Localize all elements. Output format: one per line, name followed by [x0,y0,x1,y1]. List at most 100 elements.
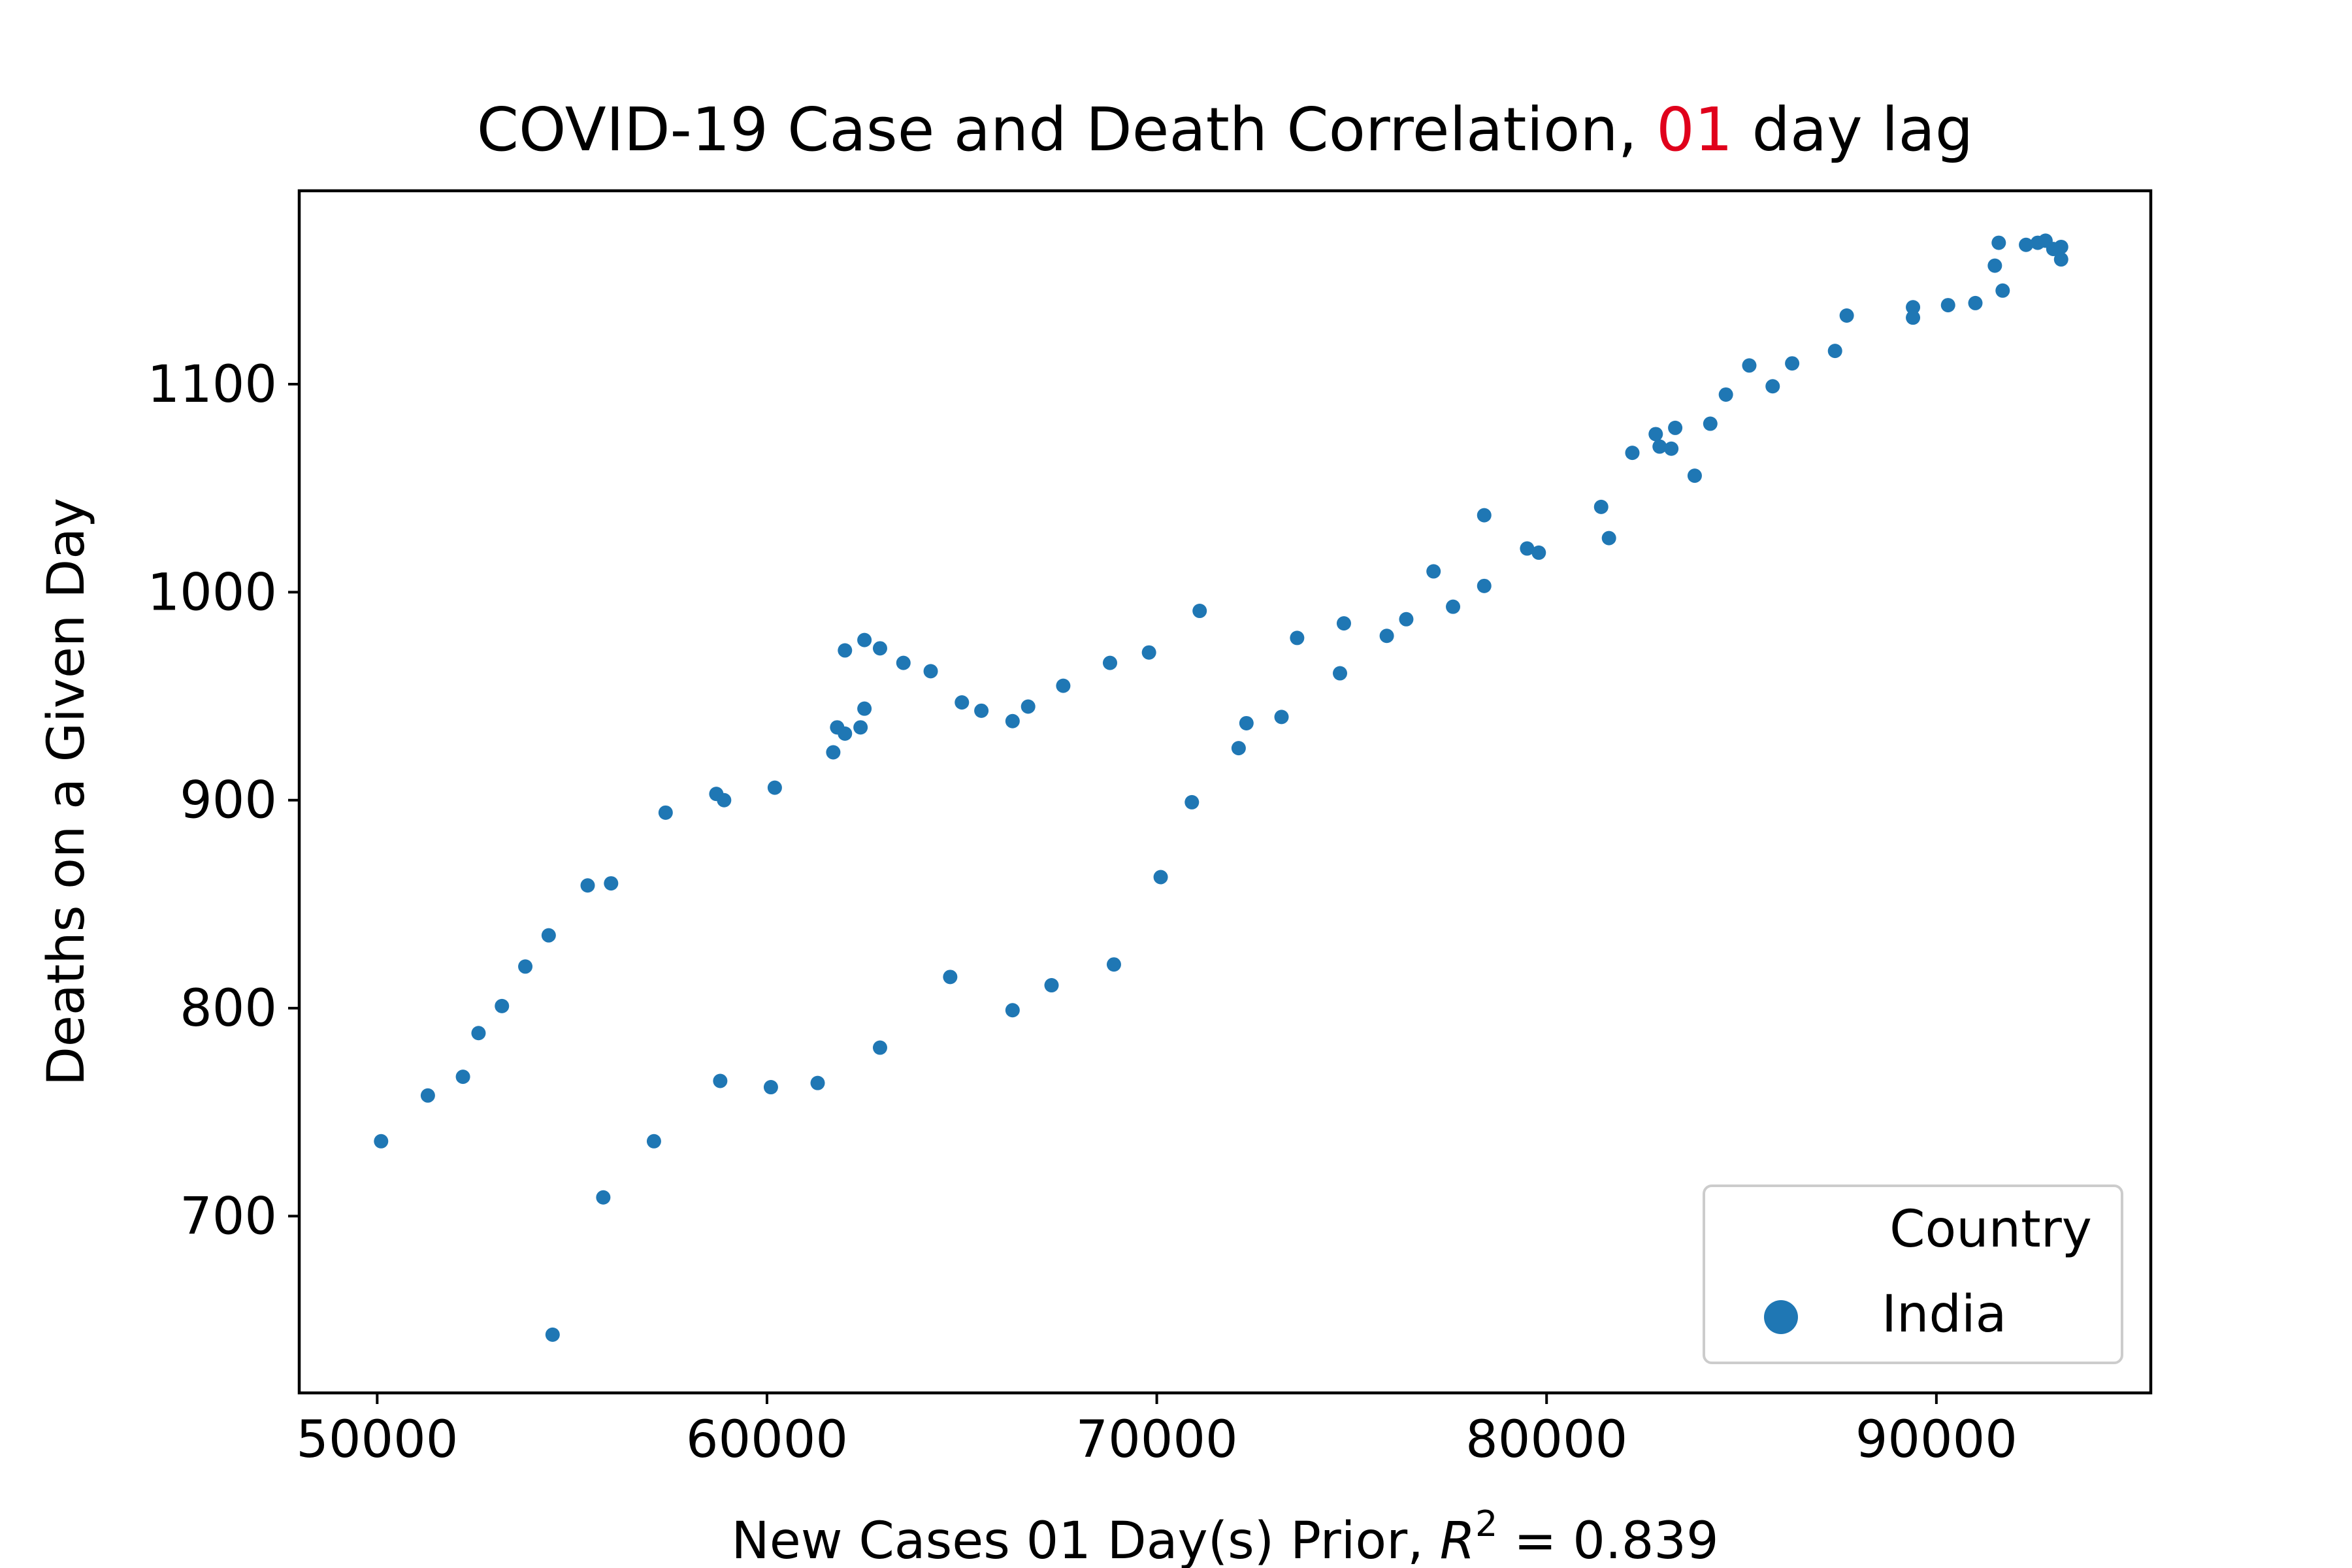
legend-label-india: India [1882,1285,2006,1344]
data-point-india [923,664,938,679]
data-point-india [1239,715,1254,730]
data-point-india [896,655,911,670]
data-point-india [763,1080,778,1095]
data-point-india [853,720,868,735]
data-point-india [1991,235,2006,250]
x-axis-label-prefix: New Cases 01 Day(s) Prior, [731,1512,1439,1568]
data-point-india [872,1040,887,1055]
data-point-india [1184,794,1200,809]
data-point-india [1742,358,1757,373]
data-point-india [1785,356,1800,371]
data-point-india [1839,308,1854,323]
data-point-india [826,745,841,760]
data-point-india [1765,379,1780,394]
data-point-india [1477,508,1492,523]
data-point-india [1520,541,1535,556]
plot-area [374,233,2068,1342]
data-point-india [495,998,510,1013]
x-tick-label: 60000 [686,1411,848,1469]
data-point-india [2053,239,2068,254]
x-axis-label-exponent: 2 [1475,1503,1497,1544]
data-point-india [1652,439,1667,454]
data-point-india [974,703,989,718]
data-point-india [658,805,673,820]
legend: Country India [1703,1184,2123,1364]
data-point-india [646,1134,661,1149]
x-axis: 50000 60000 70000 80000 90000 [296,1393,2017,1469]
data-point-india [596,1190,611,1205]
data-point-india [872,641,887,656]
data-point-india [1102,655,1117,670]
data-point-india [1005,1003,1020,1018]
data-point-india [420,1088,435,1103]
data-point-india [1703,416,1718,431]
y-axis-label: Deaths on a Given Day [37,498,96,1086]
data-point-india [838,726,853,741]
data-point-india [1593,499,1609,514]
data-point-india [1968,295,1983,310]
data-point-india [1906,300,1921,315]
data-point-india [1005,713,1020,728]
y-tick-label: 900 [180,772,277,830]
data-point-india [1399,612,1414,627]
data-point-india [1192,604,1207,619]
data-point-india [1056,678,1071,693]
data-point-india [943,970,958,985]
data-point-india [1906,310,1921,325]
plot-frame [297,189,2153,1395]
data-point-india [1336,616,1351,631]
data-point-india [1446,599,1461,614]
data-point-india [857,632,872,647]
data-point-india [1987,258,2002,273]
data-point-india [1477,578,1492,593]
chart-title-prefix: COVID-19 Case and Death Correlation, [477,95,1656,165]
data-point-india [604,876,619,891]
data-point-india [1379,629,1394,644]
chart-title-suffix: day lag [1733,95,1973,165]
data-point-india [1668,420,1683,435]
data-point-india [1625,446,1640,461]
data-point-india [518,959,533,974]
data-point-india [1687,468,1702,483]
data-point-india [1531,545,1546,560]
data-point-india [1290,630,1305,645]
legend-title: Country [1889,1200,2092,1259]
data-point-india [1664,441,1679,456]
data-point-india [545,1327,560,1342]
data-point-india [1231,741,1246,756]
legend-box [1703,1184,2123,1364]
data-point-india [580,878,595,893]
data-point-india [1940,298,1955,313]
data-point-india [1718,387,1733,402]
x-tick-label: 80000 [1465,1411,1627,1469]
y-tick-label: 800 [180,979,277,1038]
data-point-india [713,1073,728,1088]
chart-title: COVID-19 Case and Death Correlation, 01 … [477,95,1974,165]
data-point-india [1141,645,1156,660]
data-point-india [810,1075,825,1090]
data-point-india [1274,710,1289,725]
legend-marker-india [1764,1300,1798,1334]
y-tick-label: 1100 [147,355,277,414]
x-tick-label: 90000 [1855,1411,2017,1469]
data-point-india [471,1026,486,1041]
data-point-india [1106,957,1121,972]
data-point-india [374,1134,389,1149]
data-point-india [1648,427,1663,442]
data-point-india [1601,531,1616,546]
data-point-india [1044,978,1059,993]
y-axis: 700 800 900 1000 1100 [147,355,299,1246]
x-axis-label-suffix: = 0.839 [1497,1512,1718,1568]
data-point-india [955,695,970,710]
data-point-india [1021,699,1036,714]
x-tick-label: 70000 [1076,1411,1238,1469]
data-point-india [541,928,556,943]
data-point-india [2019,237,2034,252]
data-point-india [857,701,872,716]
chart-title-lag-value: 01 [1656,95,1733,165]
data-point-india [1426,564,1441,579]
data-point-india [455,1070,470,1085]
data-point-india [838,643,853,658]
data-point-india [767,780,782,795]
